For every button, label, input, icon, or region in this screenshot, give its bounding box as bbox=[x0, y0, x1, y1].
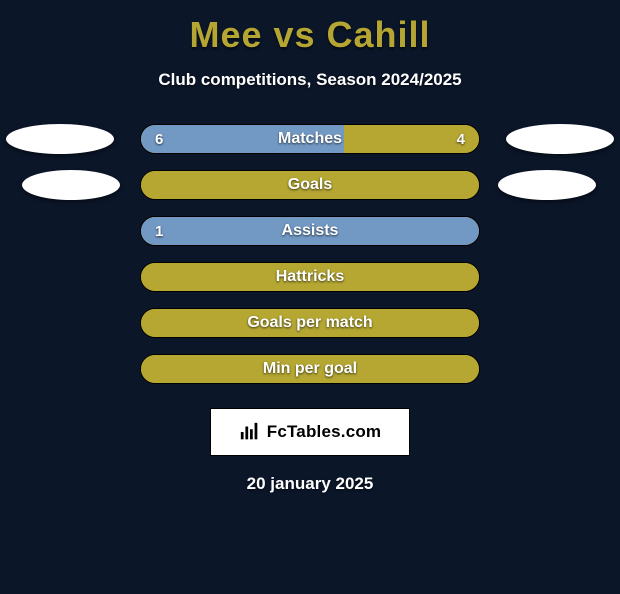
metric-label: Min per goal bbox=[141, 360, 479, 378]
metric-value-left: 1 bbox=[155, 223, 163, 240]
player-marker-right bbox=[506, 124, 614, 154]
metric-row: Goals per match bbox=[0, 308, 620, 354]
page-subtitle: Club competitions, Season 2024/2025 bbox=[0, 70, 620, 90]
metric-row: Hattricks bbox=[0, 262, 620, 308]
metric-value-left: 6 bbox=[155, 131, 163, 148]
metric-row: Matches6 4 bbox=[0, 124, 620, 170]
bar-chart-icon bbox=[239, 421, 261, 443]
metric-bar: Goals bbox=[140, 170, 480, 200]
metric-row: Min per goal bbox=[0, 354, 620, 400]
metric-bar: Min per goal bbox=[140, 354, 480, 384]
metric-label: Matches bbox=[141, 130, 479, 148]
metric-bar: Assists1 bbox=[140, 216, 480, 246]
player-marker-left bbox=[6, 124, 114, 154]
metric-row: Goals bbox=[0, 170, 620, 216]
brand-text: FcTables.com bbox=[267, 422, 382, 442]
player-marker-right bbox=[498, 170, 596, 200]
date-label: 20 january 2025 bbox=[0, 474, 620, 494]
metric-row: Assists1 bbox=[0, 216, 620, 262]
metric-bar: Goals per match bbox=[140, 308, 480, 338]
metric-label: Goals bbox=[141, 176, 479, 194]
metric-bar: Hattricks bbox=[140, 262, 480, 292]
page-title: Mee vs Cahill bbox=[0, 14, 620, 56]
metric-label: Goals per match bbox=[141, 314, 479, 332]
comparison-chart: Matches6 4 Goals Assists1 Hattricks Goals per… bbox=[0, 124, 620, 400]
metric-value-right: 4 bbox=[457, 131, 465, 148]
metric-label: Hattricks bbox=[141, 268, 479, 286]
brand-box: FcTables.com bbox=[210, 408, 410, 456]
player-marker-left bbox=[22, 170, 120, 200]
metric-bar: Matches6 4 bbox=[140, 124, 480, 154]
metric-label: Assists bbox=[141, 222, 479, 240]
